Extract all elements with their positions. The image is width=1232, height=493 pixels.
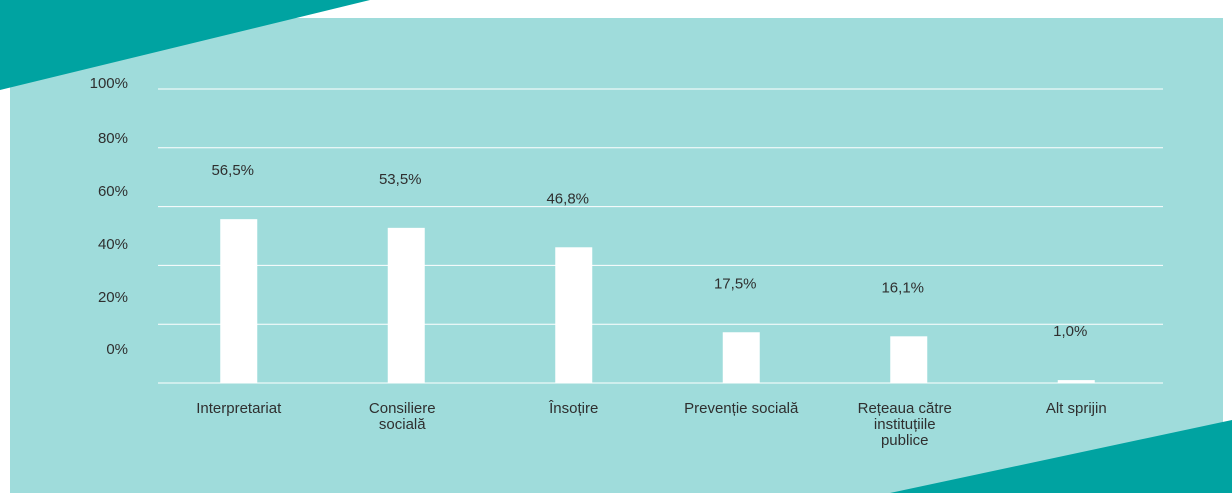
category-label: Însoțire — [548, 400, 598, 417]
y-tick-label: 0% — [106, 341, 128, 358]
category-label: Prevenție socială — [684, 400, 799, 417]
top-left-corner-decoration — [0, 0, 370, 90]
category-label: Consiliere — [369, 400, 436, 417]
y-tick-label: 40% — [98, 236, 128, 253]
category-label: instituțiile — [874, 416, 936, 433]
bottom-right-corner-decoration — [890, 420, 1232, 493]
bar — [220, 219, 258, 383]
data-label: 53,5% — [379, 171, 422, 188]
data-label: 56,5% — [211, 162, 254, 179]
chart-background-panel — [10, 18, 1223, 493]
y-tick-label: 60% — [98, 183, 128, 200]
bar — [722, 332, 760, 383]
data-label: 16,1% — [881, 279, 924, 296]
data-label: 46,8% — [546, 190, 589, 207]
bar — [1057, 380, 1095, 383]
y-tick-label: 80% — [98, 130, 128, 147]
bar — [555, 247, 593, 383]
category-label: Rețeaua către — [858, 400, 952, 417]
bar — [387, 227, 425, 383]
data-label: 17,5% — [714, 275, 757, 292]
category-label: Interpretariat — [196, 400, 282, 417]
category-label: publice — [881, 432, 929, 449]
bar — [890, 336, 928, 383]
data-label: 1,0% — [1053, 323, 1087, 340]
category-label: socială — [379, 416, 426, 433]
category-label: Alt sprijin — [1046, 400, 1107, 417]
y-tick-label: 20% — [98, 289, 128, 306]
y-tick-label: 100% — [90, 75, 128, 92]
